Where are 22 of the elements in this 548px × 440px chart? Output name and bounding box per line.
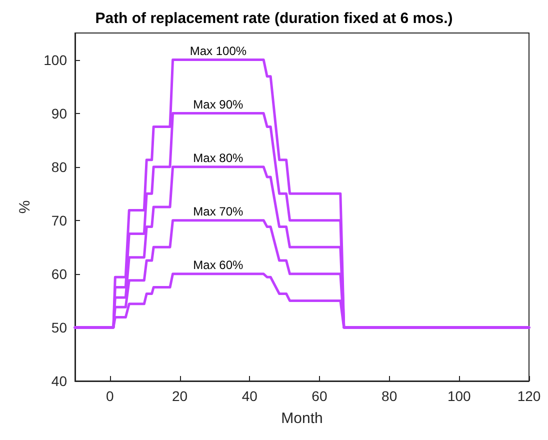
y-tick-label: 80: [51, 158, 68, 175]
series-label: Max 60%: [193, 258, 244, 272]
y-tick-label: 60: [51, 266, 68, 282]
y-tick-label: 50: [51, 319, 68, 336]
x-axis-title: Month: [281, 410, 323, 427]
x-tick-label: 100: [447, 388, 472, 404]
series-label: Max 100%: [190, 44, 247, 58]
y-tick-label: 70: [51, 212, 68, 228]
y-tick-label: 90: [51, 105, 68, 122]
chart-title: Path of replacement rate (duration fixed at 6 mos.): [95, 10, 453, 27]
y-axis-title: %: [16, 200, 34, 214]
x-tick-label: 60: [312, 388, 328, 404]
x-tick-label: 120: [517, 388, 541, 404]
series-label: Max 70%: [193, 204, 244, 218]
y-tick-label: 40: [51, 373, 68, 389]
series-label: Max 80%: [193, 150, 244, 165]
series-label: Max 90%: [193, 97, 244, 112]
y-tick-label: 100: [44, 52, 68, 68]
x-tick-label: 0: [106, 388, 114, 404]
x-tick-label: 20: [172, 388, 188, 404]
x-tick-label: 40: [242, 388, 258, 404]
x-tick-label: 80: [382, 388, 398, 404]
